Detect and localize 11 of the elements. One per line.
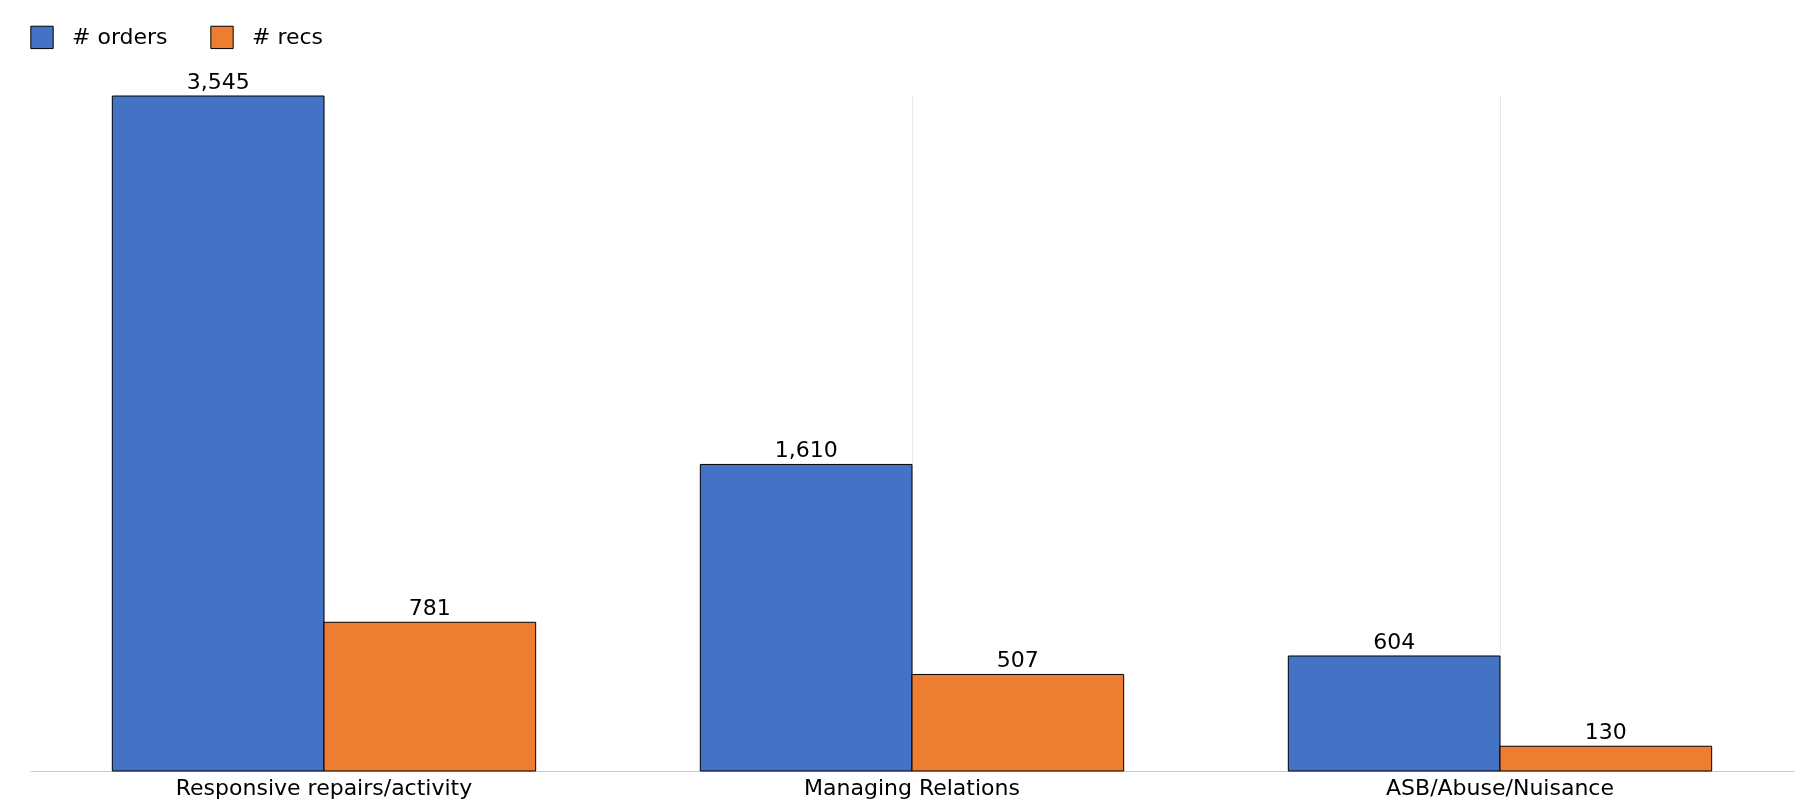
x-tick-label: Managing Relations [804, 774, 1020, 800]
x-tick-label: Responsive repairs/activity [175, 774, 473, 800]
data-label: 507 [996, 647, 1039, 673]
data-label: 1,610 [774, 437, 838, 463]
legend-label: # recs [252, 24, 324, 50]
data-label: 3,545 [186, 69, 250, 94]
x-tick-label: ASB/Abuse/Nuisance [1386, 774, 1614, 800]
legend-label: # orders [72, 24, 168, 50]
data-label: 130 [1584, 719, 1627, 745]
data-label: 604 [1373, 628, 1416, 654]
data-label: 781 [408, 595, 451, 621]
